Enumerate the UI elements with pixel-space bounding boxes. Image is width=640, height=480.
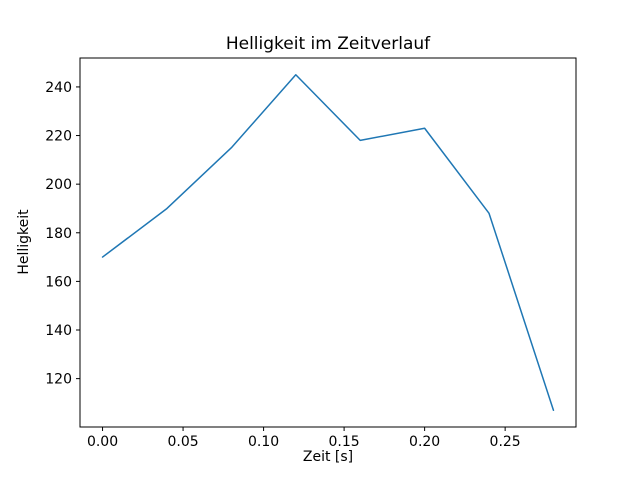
x-tick-label: 0.20: [409, 434, 440, 450]
y-tick-label: 160: [45, 274, 72, 290]
y-tick-label: 220: [45, 129, 72, 145]
data-line-series: [101, 74, 555, 411]
chart-title: Helligkeit im Zeitverlauf: [225, 34, 431, 54]
y-tick-label: 120: [45, 372, 72, 388]
y-tick-label: 240: [45, 80, 72, 96]
x-axis-label: Zeit [s]: [302, 449, 354, 465]
x-tick-label: 0.00: [87, 434, 118, 450]
y-axis-label: Helligkeit: [16, 209, 32, 275]
axes-spines: [79, 57, 577, 428]
x-tick-label: 0.25: [490, 434, 521, 450]
y-tick-label: 200: [45, 177, 72, 193]
x-tick-label: 0.05: [167, 434, 198, 450]
y-tick-label: 140: [45, 323, 72, 339]
x-tick-label: 0.10: [248, 434, 279, 450]
x-tick-label: 0.15: [329, 434, 360, 450]
y-tick-label: 180: [45, 226, 72, 242]
